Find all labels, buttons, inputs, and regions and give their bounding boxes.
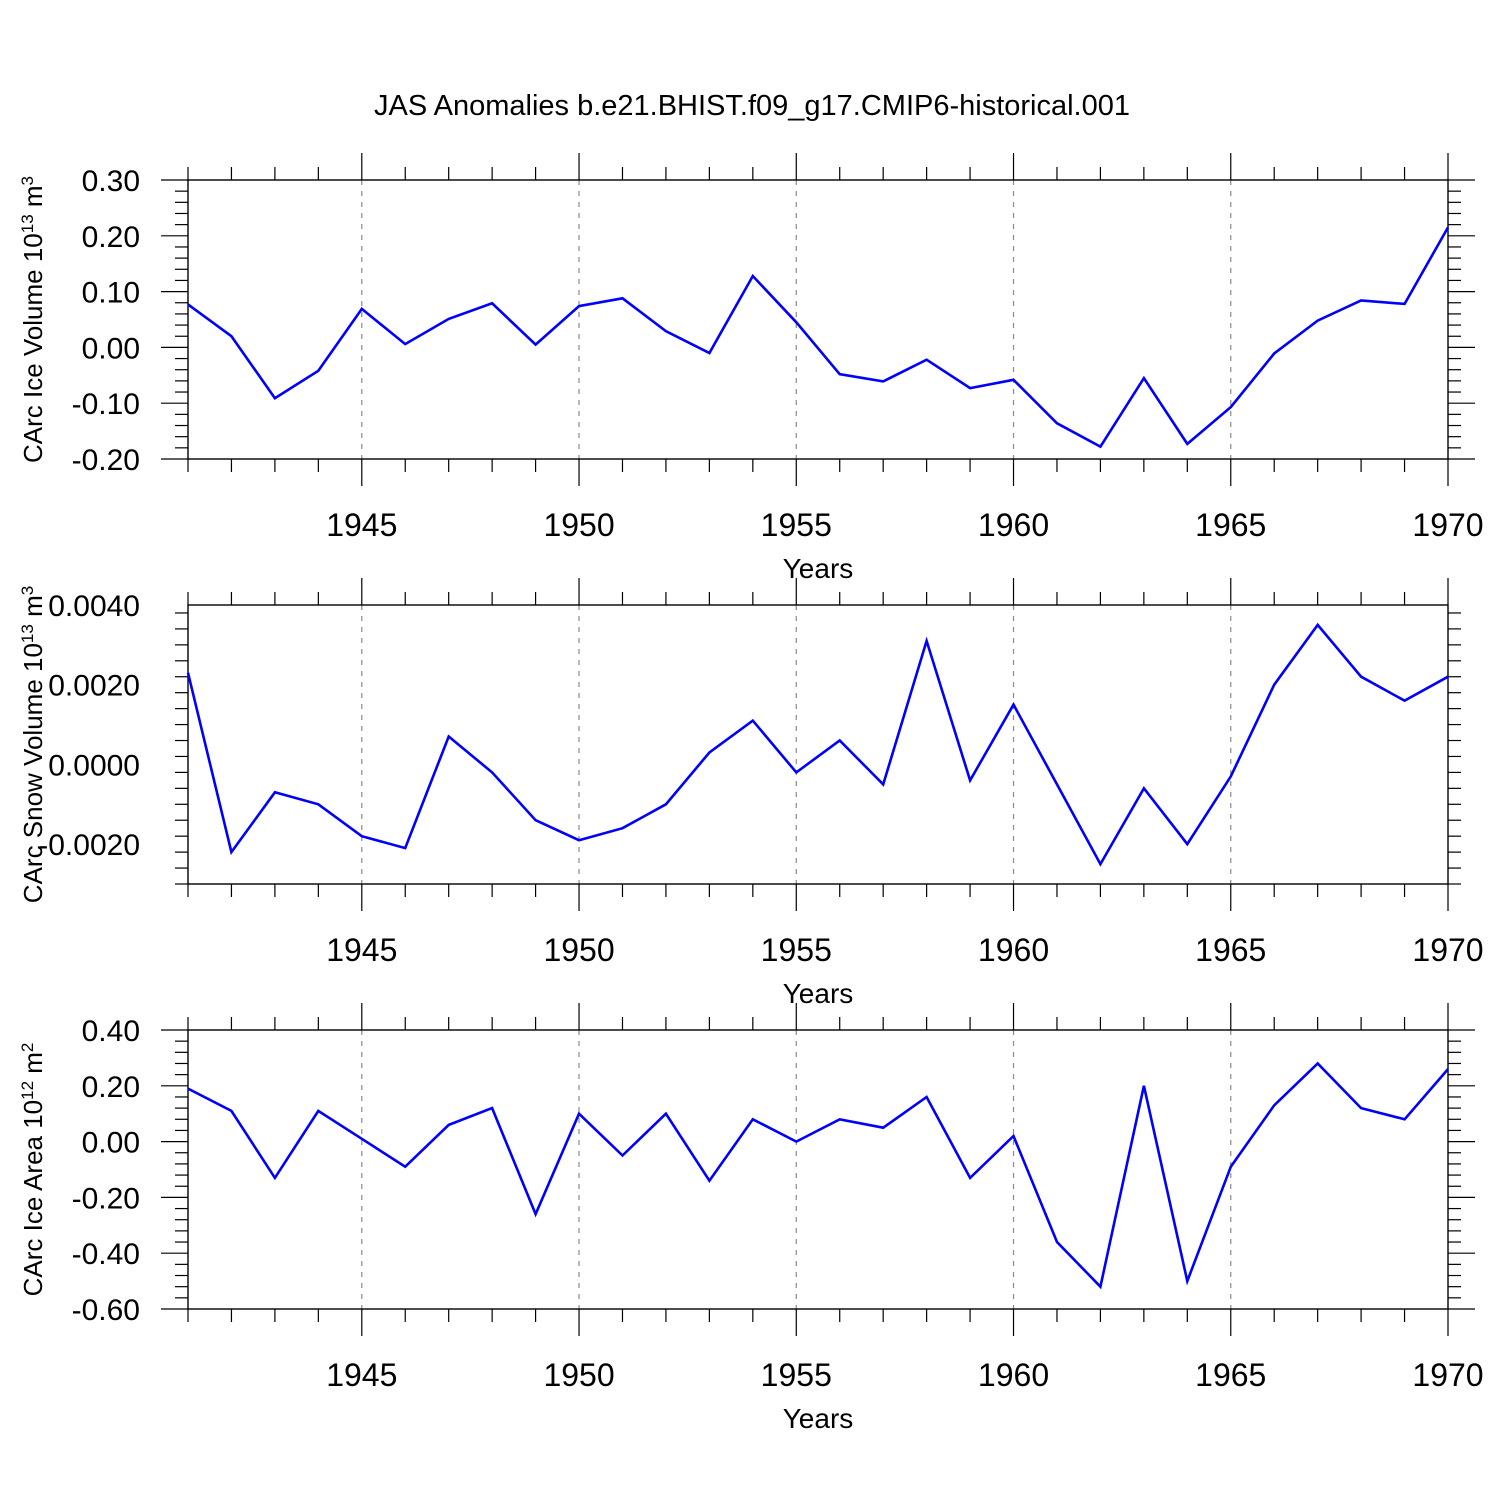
x-tick-label: 1950 bbox=[543, 507, 614, 543]
y-tick-label: -0.10 bbox=[72, 388, 140, 421]
y-tick-label: 0.00 bbox=[82, 332, 140, 365]
x-tick-label: 1950 bbox=[543, 932, 614, 968]
y-tick-label: 0.30 bbox=[82, 165, 140, 198]
y-tick-label: 0.0040 bbox=[48, 590, 140, 623]
chart-title: JAS Anomalies b.e21.BHIST.f09_g17.CMIP6-… bbox=[374, 90, 1130, 122]
x-tick-label: 1955 bbox=[761, 932, 832, 968]
x-tick-label: 1945 bbox=[326, 1357, 397, 1393]
x-tick-label: 1970 bbox=[1412, 932, 1483, 968]
y-tick-label: -0.40 bbox=[72, 1238, 140, 1271]
plot-frame bbox=[187, 179, 1449, 460]
chart-panel-3: -0.60 -0.40 -0.20 0.00 0.20 0.40 1945 1950 1955 1… bbox=[18, 1003, 1484, 1434]
y-tick-label: -0.20 bbox=[72, 1182, 140, 1215]
x-tick-label: 1955 bbox=[761, 507, 832, 543]
panels: -0.20 -0.10 0.00 0.10 0.20 0.30 1945 1950 1955 19… bbox=[18, 153, 1484, 1434]
y-tick-label: 0.00 bbox=[82, 1127, 140, 1160]
x-tick-label: 1945 bbox=[326, 932, 397, 968]
y-tick-label: -0.20 bbox=[72, 444, 140, 477]
x-tick-label: 1965 bbox=[1195, 1357, 1266, 1393]
plot-frame bbox=[187, 604, 1449, 885]
data-series-line bbox=[187, 1061, 1449, 1290]
y-axis-label: CArc Ice Area 1012 m2 bbox=[18, 1043, 49, 1297]
x-tick-label: 1970 bbox=[1412, 1357, 1483, 1393]
y-tick-label: -0.60 bbox=[72, 1294, 140, 1327]
data-series-line bbox=[186, 622, 1449, 867]
x-tick-label: 1970 bbox=[1412, 507, 1483, 543]
x-axis-label: Years bbox=[783, 1403, 854, 1434]
plot-frame bbox=[187, 1029, 1449, 1310]
x-tick-label: 1960 bbox=[978, 507, 1049, 543]
x-axis-label: Years bbox=[783, 978, 854, 1009]
x-tick-label: 1950 bbox=[543, 1357, 614, 1393]
x-axis-label: Years bbox=[783, 553, 854, 584]
y-tick-label: 0.0020 bbox=[48, 670, 140, 703]
y-tick-label: 0.0000 bbox=[48, 749, 140, 782]
chart-panel-2: -0.0020 0.0000 0.0020 0.0040 1945 1950 1955 196… bbox=[18, 578, 1484, 1009]
y-tick-label: 0.10 bbox=[82, 277, 140, 310]
y-axis-label: CArc Ice Volume 1013 m3 bbox=[18, 176, 49, 463]
y-tick-label: 0.40 bbox=[82, 1015, 140, 1048]
x-tick-label: 1965 bbox=[1195, 507, 1266, 543]
x-tick-label: 1945 bbox=[326, 507, 397, 543]
y-tick-label: -0.0020 bbox=[38, 829, 140, 862]
chart-panel-1: -0.20 -0.10 0.00 0.10 0.20 0.30 1945 1950 1955 19… bbox=[18, 153, 1484, 584]
data-series-line bbox=[187, 226, 1450, 449]
y-tick-label: 0.20 bbox=[82, 1071, 140, 1104]
x-tick-label: 1965 bbox=[1195, 932, 1266, 968]
x-tick-label: 1955 bbox=[761, 1357, 832, 1393]
x-tick-label: 1960 bbox=[978, 932, 1049, 968]
y-axis-label: CArc Snow Volume 1013 m3 bbox=[18, 586, 49, 903]
y-tick-label: 0.20 bbox=[82, 221, 140, 254]
x-tick-label: 1960 bbox=[978, 1357, 1049, 1393]
